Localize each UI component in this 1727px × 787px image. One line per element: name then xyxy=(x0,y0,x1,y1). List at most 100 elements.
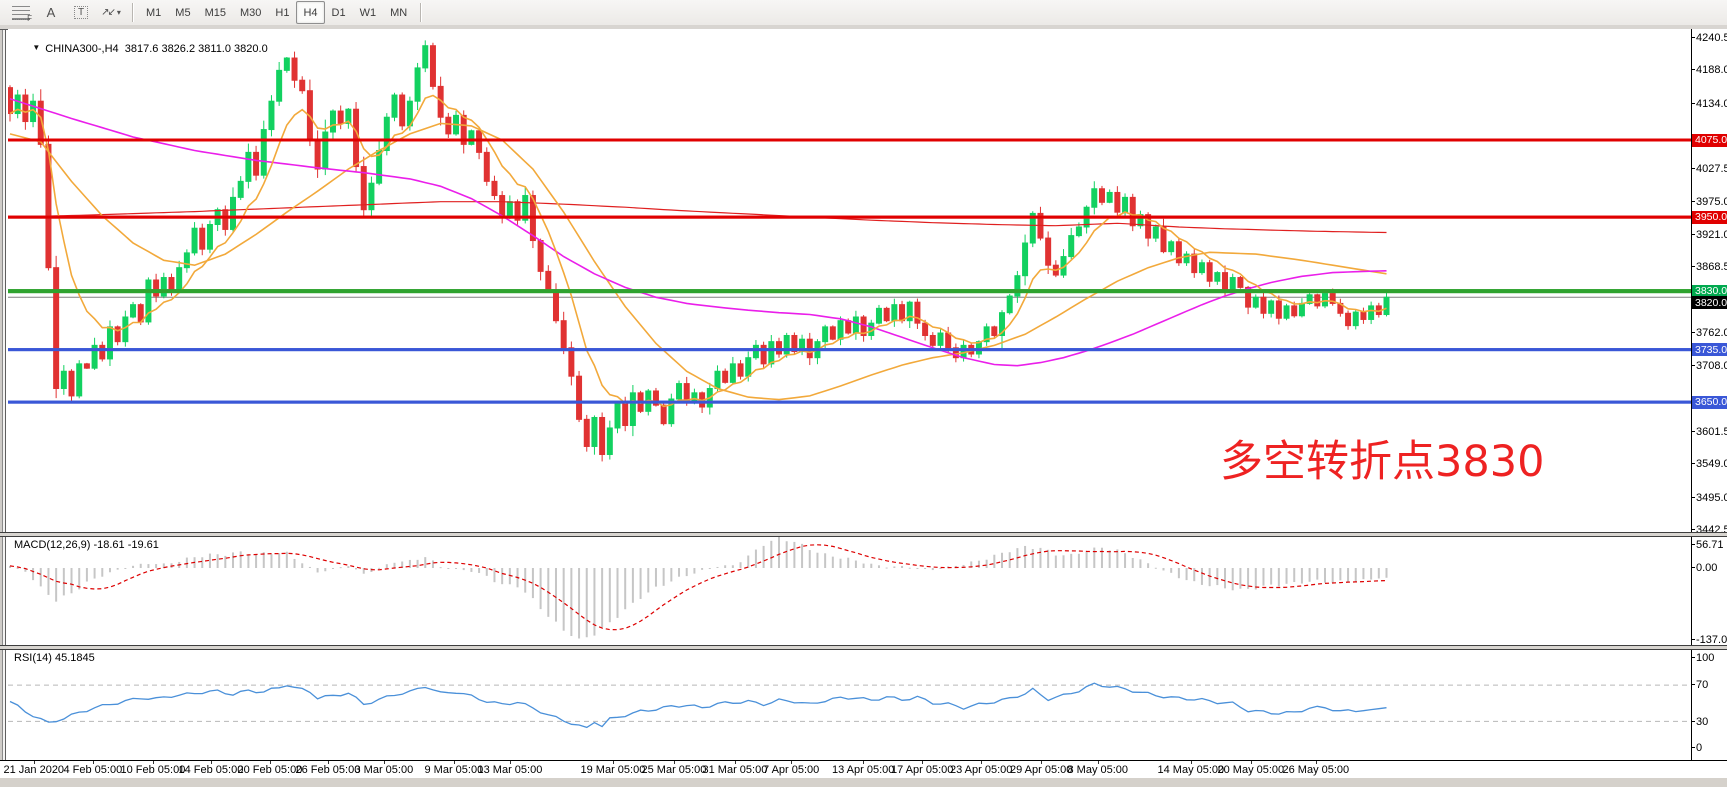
price-tick-label: 3762.0 xyxy=(1692,327,1727,339)
price-tick-label: 4134.0 xyxy=(1692,98,1727,110)
macd-axis-label: 0.00 xyxy=(1691,562,1718,574)
macd-caption: MACD(12,26,9) -18.61 -19.61 xyxy=(14,539,159,551)
time-tick-label: 14 May 05:00 xyxy=(1157,764,1225,776)
rsi-chart-canvas[interactable] xyxy=(8,650,1691,760)
time-tick-label: 7 Apr 05:00 xyxy=(763,764,820,776)
time-tick-label: 13 Mar 05:00 xyxy=(477,764,543,776)
timeframe-h1-button[interactable]: H1 xyxy=(275,6,290,19)
time-tick xyxy=(153,761,154,764)
price-tick-label: 4188.0 xyxy=(1692,64,1727,76)
time-tick-label: 26 May 05:00 xyxy=(1282,764,1350,776)
time-tick-label: 21 Jan 2020 xyxy=(3,764,65,776)
time-tick-label: 10 Feb 05:00 xyxy=(120,764,186,776)
price-tick-label: 3549.0 xyxy=(1692,458,1727,470)
toolbar-separator xyxy=(132,3,133,22)
window-left-border xyxy=(0,30,8,777)
rsi-axis-label: 100 xyxy=(1691,652,1715,664)
time-tick xyxy=(328,761,329,764)
price-axis[interactable]: 4240.5 4188.0 4134.0 4027.5 3975.0 3921.0 3868… xyxy=(1691,29,1727,760)
timeframe-d1-button[interactable]: D1 xyxy=(331,6,346,19)
time-tick-label: 23 Apr 05:00 xyxy=(950,764,1013,776)
panel-splitter[interactable] xyxy=(0,645,1727,650)
time-tick-label: 19 Mar 05:00 xyxy=(580,764,646,776)
time-tick-label: 14 Feb 05:00 xyxy=(178,764,244,776)
window-bottom-edge xyxy=(0,777,1727,787)
time-tick-label: 8 May 05:00 xyxy=(1067,764,1129,776)
candlestick-chart-canvas[interactable] xyxy=(8,29,1691,532)
time-tick xyxy=(384,761,385,764)
toolbar-separator xyxy=(420,3,422,22)
price-line-label: 3950.0 xyxy=(1692,210,1727,224)
time-tick xyxy=(791,761,792,764)
macd-axis-label: 56.71 xyxy=(1692,539,1724,551)
time-tick xyxy=(211,761,212,764)
price-tick-label: 3921.0 xyxy=(1692,229,1727,241)
time-tick xyxy=(1191,761,1192,764)
timeframe-m30-button[interactable]: M30 xyxy=(239,6,262,19)
time-tick xyxy=(1251,761,1252,764)
symbol-period-label: CHINA300-,H4 xyxy=(45,43,119,55)
timeframe-h4-button[interactable]: H4 xyxy=(296,1,325,24)
time-tick-label: 4 Feb 05:00 xyxy=(63,764,123,776)
timeframe-w1-button[interactable]: W1 xyxy=(359,6,377,19)
time-tick xyxy=(270,761,271,764)
panel-splitter[interactable] xyxy=(0,532,1727,537)
rsi-caption: RSI(14) 45.1845 xyxy=(14,652,95,664)
time-tick-label: 20 Feb 05:00 xyxy=(237,764,303,776)
price-tick-label: 4027.5 xyxy=(1692,163,1727,175)
time-tick-label: 29 Apr 05:00 xyxy=(1010,764,1073,776)
chevron-down-icon[interactable]: ▼ xyxy=(32,43,41,52)
time-axis[interactable]: 21 Jan 2020 4 Feb 05:00 10 Feb 05:00 14 Feb… xyxy=(0,760,1727,778)
time-tick-label: 17 Apr 05:00 xyxy=(891,764,954,776)
price-tick-label: 3495.0 xyxy=(1692,492,1727,504)
fibonacci-retracement-icon[interactable]: F xyxy=(7,1,35,24)
chart-title: ▼ CHINA300-,H4 3817.6 3826.2 3811.0 3820.… xyxy=(14,31,268,67)
price-tick-label: 4240.5 xyxy=(1692,32,1727,44)
time-tick-label: 9 Mar 05:00 xyxy=(424,764,484,776)
time-tick xyxy=(863,761,864,764)
ohlc-values: 3817.6 3826.2 3811.0 3820.0 xyxy=(124,43,268,55)
time-tick-label: 20 May 05:00 xyxy=(1217,764,1285,776)
time-tick xyxy=(1098,761,1099,764)
rsi-axis-label: 0 xyxy=(1691,742,1703,754)
time-tick xyxy=(1041,761,1042,764)
fibonacci-icon: F xyxy=(12,5,32,23)
time-tick-label: 13 Apr 05:00 xyxy=(832,764,895,776)
time-tick xyxy=(674,761,675,764)
price-tick-label: 3708.0 xyxy=(1692,360,1727,372)
timeframe-m15-button[interactable]: M15 xyxy=(204,6,226,19)
macd-chart-canvas[interactable] xyxy=(8,537,1691,645)
text-label-icon[interactable]: T xyxy=(67,1,95,24)
price-line-label: 3735.0 xyxy=(1692,343,1727,357)
time-tick xyxy=(981,761,982,764)
time-tick xyxy=(93,761,94,764)
toolbar: F A T ↗↙ ▾ M1 M5 M15 M30 H1 H4 D1 W1 MN xyxy=(0,0,1727,25)
macd-panel[interactable]: MACD(12,26,9) -18.61 -19.61 xyxy=(8,537,1691,645)
time-tick xyxy=(454,761,455,764)
time-tick-label: 26 Feb 05:00 xyxy=(295,764,361,776)
rsi-panel[interactable]: RSI(14) 45.1845 xyxy=(8,650,1691,760)
time-tick xyxy=(613,761,614,764)
price-line-label: 4075.0 xyxy=(1692,133,1727,147)
price-tick-label: 3868.5 xyxy=(1692,261,1727,273)
time-tick-label: 3 Mar 05:00 xyxy=(354,764,414,776)
timeframe-m5-button[interactable]: M5 xyxy=(175,6,191,19)
time-tick-label: 31 Mar 05:00 xyxy=(702,764,768,776)
rsi-axis-label: 30 xyxy=(1691,716,1709,728)
timeframe-mn-button[interactable]: MN xyxy=(390,6,408,19)
main-chart-panel[interactable]: ▼ CHINA300-,H4 3817.6 3826.2 3811.0 3820.… xyxy=(8,29,1691,532)
price-tick-label: 3975.0 xyxy=(1692,196,1727,208)
time-tick xyxy=(1316,761,1317,764)
chart-annotation-text: 多空转折点3830 xyxy=(1220,437,1545,487)
arrows-icon[interactable]: ↗↙ ▾ xyxy=(101,7,121,18)
time-tick xyxy=(34,761,35,764)
timeframe-group: M1 M5 M15 M30 H1 H4 D1 W1 MN xyxy=(139,1,414,24)
text-icon[interactable]: A xyxy=(46,5,56,20)
price-line-label: 3830.0 xyxy=(1692,284,1727,298)
dropdown-caret-icon[interactable]: ▾ xyxy=(116,8,121,17)
timeframe-m1-button[interactable]: M1 xyxy=(146,6,162,19)
price-line-label: 3820.0 xyxy=(1692,296,1727,310)
time-tick-label: 25 Mar 05:00 xyxy=(641,764,707,776)
price-tick-label: 3601.5 xyxy=(1692,426,1727,438)
